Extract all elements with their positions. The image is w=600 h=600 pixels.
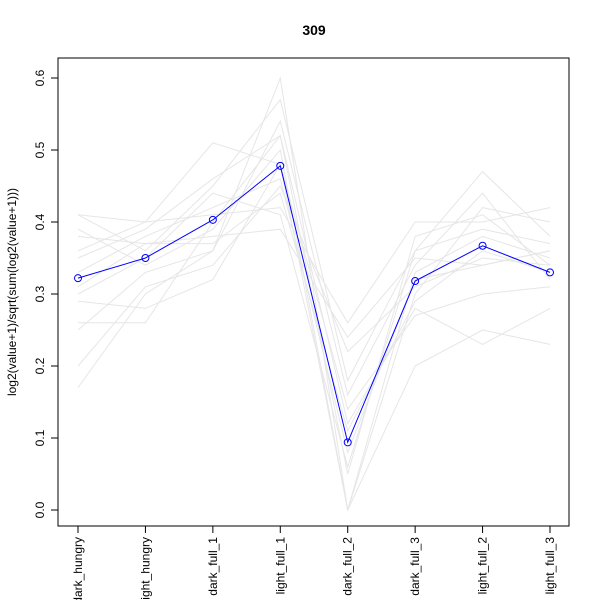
y-tick-label: 0.4 [33, 213, 47, 230]
x-tick-label: light_full_3 [543, 537, 557, 595]
x-tick-label: dark_hungry [71, 537, 85, 600]
y-tick-label: 0.0 [33, 501, 47, 518]
plot-frame [57, 57, 570, 527]
highlight-point [74, 274, 82, 283]
background-series-line [77, 98, 551, 382]
highlight-point [478, 241, 487, 250]
background-series-line [77, 142, 551, 511]
y-tick-label: 0.1 [33, 429, 47, 446]
background-series-line [77, 76, 551, 512]
y-tick-label: 0.2 [33, 357, 47, 374]
background-series-line [77, 119, 551, 397]
highlight-point [208, 215, 217, 224]
highlight-point [276, 161, 285, 170]
background-series-line [77, 178, 551, 455]
background-series-line [78, 134, 551, 425]
highlight-point [411, 277, 420, 286]
x-tick-label: light_full_1 [273, 537, 287, 595]
y-axis-label: log2(value+1)/sqrt(sum(log2(value+1))) [5, 188, 19, 396]
y-tick-label: 0.3 [33, 285, 47, 302]
x-axis: dark_hungry light_hungry dark_full_1 light_… [71, 526, 557, 600]
background-series-line [77, 185, 551, 367]
highlight-point [546, 268, 554, 277]
x-tick-label: light_hungry [138, 537, 152, 600]
chart-title: 309 [302, 22, 326, 38]
background-series-line [77, 192, 551, 433]
background-series-line [77, 163, 551, 411]
x-tick-label: dark_full_3 [408, 537, 422, 596]
background-series-line [77, 192, 551, 469]
x-tick-label: dark_full_1 [206, 537, 220, 596]
highlight-point [343, 438, 352, 447]
y-tick-label: 0.5 [33, 141, 47, 158]
highlight-point [141, 254, 150, 262]
highlight-series-line [77, 164, 551, 444]
x-tick-label: light_full_2 [476, 537, 490, 595]
highlight-series-group [74, 161, 554, 447]
y-axis: 0.0 0.1 0.2 0.3 0.4 0.5 0.6 [33, 69, 58, 518]
background-series-line [77, 228, 551, 339]
background-series-line [77, 148, 551, 511]
y-tick-label: 0.6 [33, 69, 47, 86]
x-tick-label: dark_full_2 [341, 537, 355, 596]
